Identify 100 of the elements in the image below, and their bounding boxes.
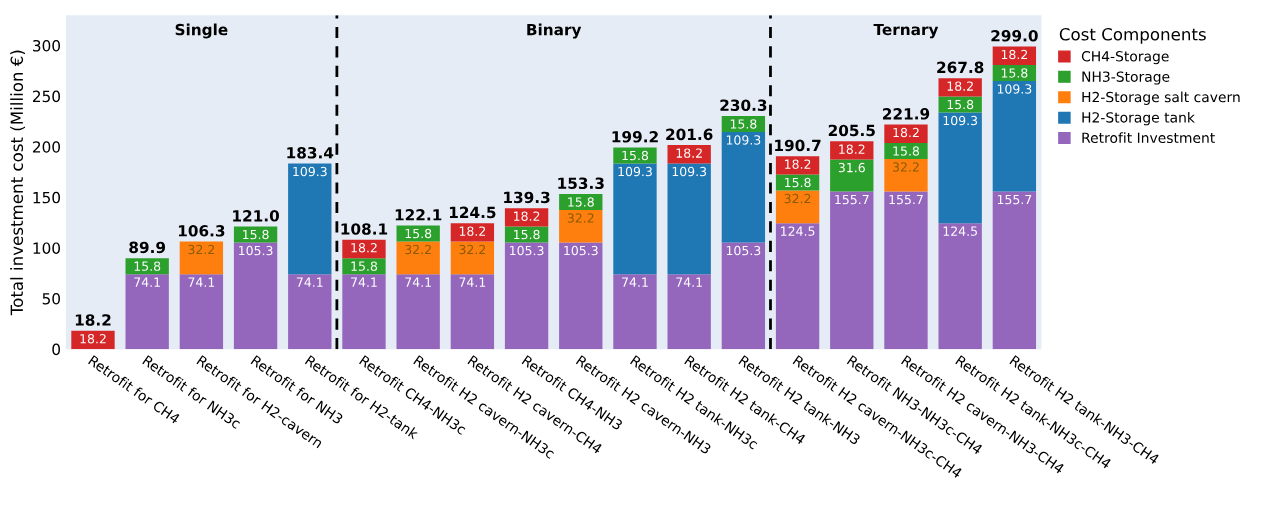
bar <box>938 223 982 350</box>
bar <box>450 274 495 350</box>
bar <box>559 209 603 243</box>
bar <box>396 274 440 350</box>
bar <box>559 242 603 350</box>
total-label: 190.7 <box>775 139 821 152</box>
data-label: 74.1 <box>134 277 160 287</box>
data-label: 74.1 <box>676 277 702 287</box>
y-axis-title: Total investment cost (Million €) <box>10 50 26 316</box>
data-label: 15.8 <box>1001 68 1028 78</box>
total-label: 18.2 <box>75 314 111 326</box>
data-label: 15.8 <box>893 146 920 156</box>
bar <box>884 143 928 159</box>
bar <box>450 241 495 275</box>
bar <box>830 141 874 160</box>
y-tick-label: 50 <box>42 293 61 305</box>
annotation: Single <box>175 23 228 39</box>
total-label: 89.9 <box>129 241 166 254</box>
bar <box>830 191 874 350</box>
bar <box>613 274 657 350</box>
total-label: 205.5 <box>828 124 875 137</box>
data-label: 155.7 <box>889 194 923 205</box>
data-label: 18.2 <box>80 333 106 344</box>
bar <box>342 274 386 350</box>
bar <box>396 241 440 275</box>
data-label: 32.2 <box>459 244 486 255</box>
total-label: 267.8 <box>937 61 984 74</box>
bar <box>667 274 711 350</box>
bar <box>179 241 224 275</box>
data-label: 18.2 <box>947 81 973 91</box>
bar <box>884 124 928 143</box>
data-label: 105.3 <box>239 245 273 256</box>
data-label: 15.8 <box>351 261 378 271</box>
total-label: 199.2 <box>612 131 658 143</box>
bar <box>775 174 820 191</box>
data-label: 74.1 <box>188 277 215 287</box>
total-label: 106.3 <box>178 225 225 237</box>
bar <box>504 242 549 350</box>
bar <box>938 78 982 97</box>
data-label: 155.7 <box>835 194 869 205</box>
bar <box>450 223 495 242</box>
data-label: 15.8 <box>947 99 974 110</box>
data-label: 18.2 <box>785 159 811 169</box>
bar <box>775 190 820 224</box>
data-label: 124.5 <box>943 226 977 236</box>
total-label: 299.0 <box>991 30 1038 42</box>
data-label: 18.2 <box>1001 49 1028 60</box>
data-label: 74.1 <box>351 277 377 287</box>
bar <box>721 131 766 243</box>
annotation: Ternary <box>873 23 939 39</box>
total-label: 121.0 <box>233 210 280 222</box>
data-label: 31.6 <box>838 162 865 173</box>
bar <box>288 274 332 350</box>
data-label: 18.2 <box>676 148 702 158</box>
bar <box>288 163 332 275</box>
data-label: 109.3 <box>943 115 978 126</box>
bar <box>71 330 115 350</box>
total-label: 124.5 <box>449 206 496 219</box>
data-label: 105.3 <box>564 245 598 256</box>
legend-label: H2-Storage salt cavern <box>1082 91 1240 105</box>
data-label: 32.2 <box>784 193 811 204</box>
data-label: 124.5 <box>781 226 815 236</box>
bar <box>342 258 386 275</box>
total-label: 201.6 <box>666 128 713 141</box>
bar <box>992 80 1037 192</box>
data-label: 105.3 <box>510 245 544 256</box>
data-label: 18.2 <box>514 211 540 221</box>
bar <box>125 274 169 350</box>
y-tick-label: 150 <box>33 191 61 204</box>
legend-label: Retrofit Investment <box>1082 132 1215 144</box>
data-label: 15.8 <box>622 150 649 161</box>
total-label: 108.1 <box>341 223 388 235</box>
bar <box>884 191 928 350</box>
data-label: 15.8 <box>405 228 432 239</box>
data-label: 109.3 <box>672 166 707 177</box>
bar <box>125 258 169 275</box>
data-label: 15.8 <box>568 197 594 207</box>
legend-label: NH3-Storage <box>1082 71 1170 85</box>
data-label: 18.2 <box>459 226 486 236</box>
legend-label: H2-Storage tank <box>1082 111 1195 126</box>
legend-label: CH4-Storage <box>1081 51 1169 65</box>
data-label: 109.3 <box>618 166 652 177</box>
data-label: 74.1 <box>405 277 431 287</box>
bar <box>992 191 1037 350</box>
data-label: 109.3 <box>293 166 327 177</box>
y-tick-label: 200 <box>32 141 61 153</box>
data-label: 74.1 <box>296 277 323 287</box>
data-label: 32.2 <box>188 244 215 255</box>
data-label: 32.2 <box>567 213 594 223</box>
bar <box>613 163 657 275</box>
data-label: 32.2 <box>405 244 431 255</box>
bar <box>233 242 278 350</box>
data-label: 74.1 <box>622 277 648 287</box>
data-label: 15.8 <box>243 229 269 240</box>
bar <box>938 96 982 113</box>
bar <box>721 242 766 350</box>
y-tick-label: 250 <box>32 90 61 103</box>
bar <box>775 223 820 350</box>
bar <box>667 145 711 164</box>
total-label: 153.3 <box>558 177 604 190</box>
